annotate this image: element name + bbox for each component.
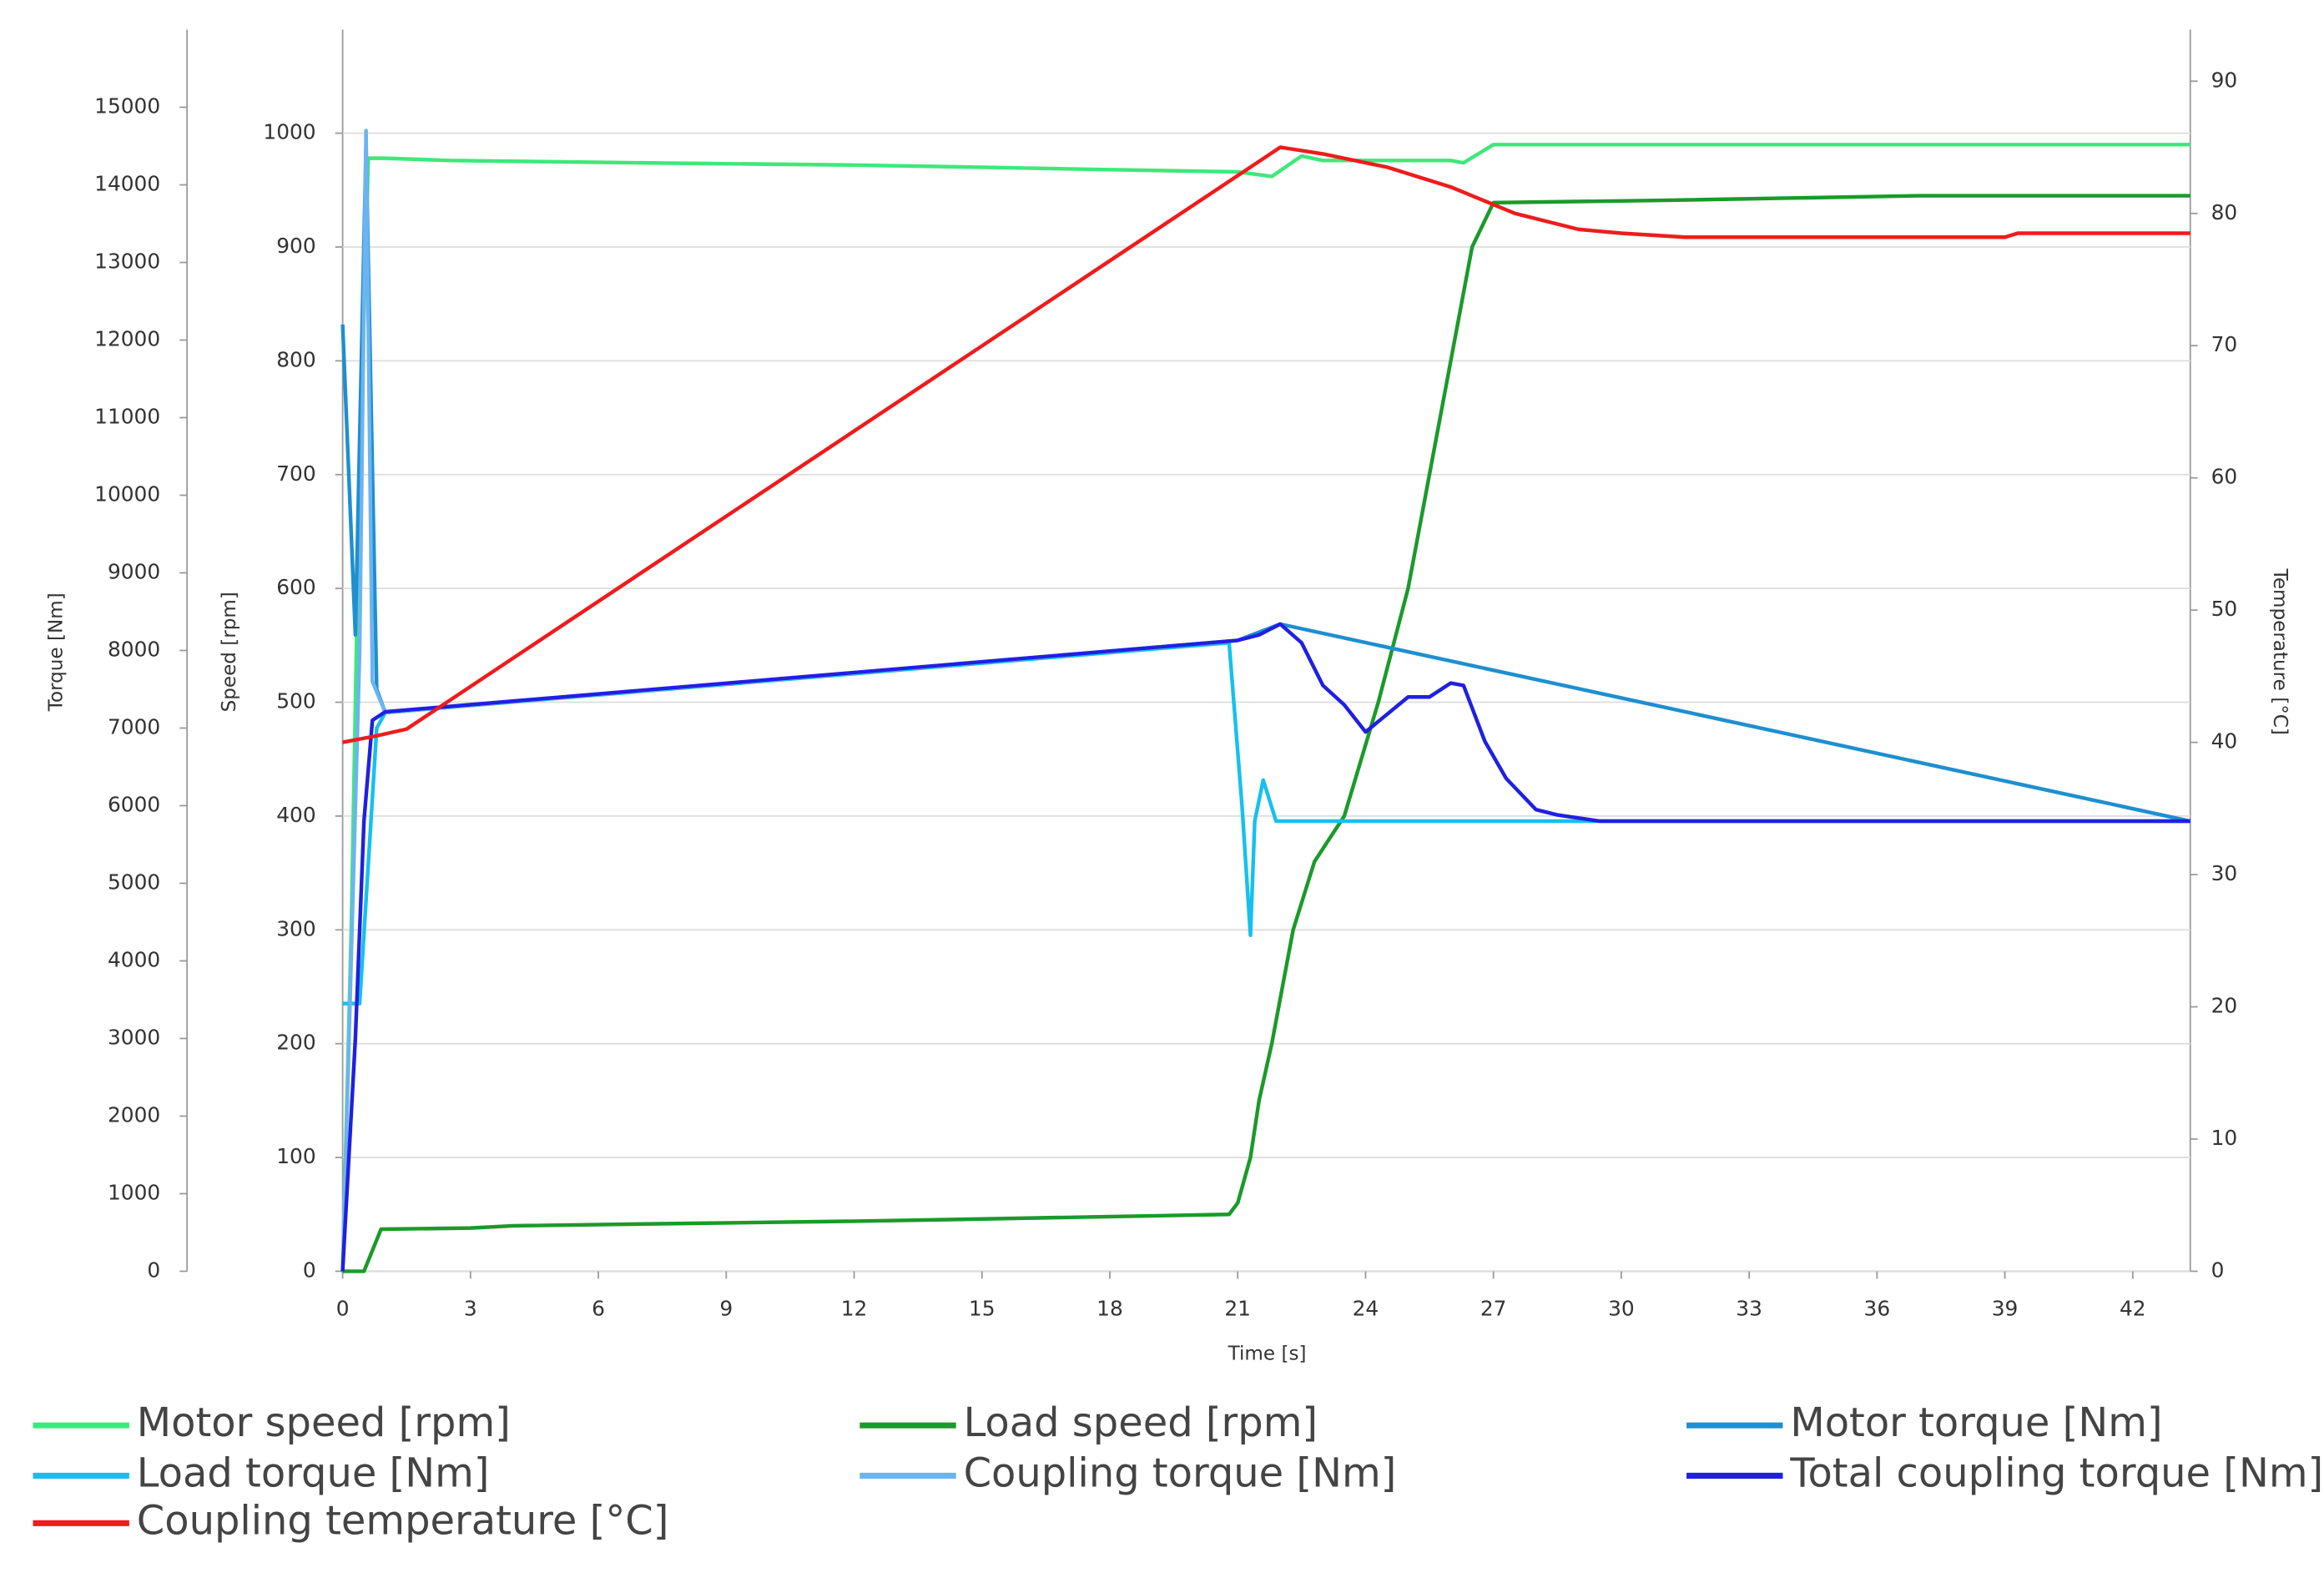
x-tick-label: 15 — [969, 1297, 996, 1321]
y-tick-label: 700 — [276, 461, 315, 486]
y3-tick-label: 10000 — [94, 481, 160, 506]
x-tick-label: 0 — [336, 1297, 350, 1321]
y-tick-label: 100 — [276, 1144, 315, 1168]
y-tick-label: 400 — [276, 803, 315, 827]
legend-label: Motor torque [Nm] — [1790, 1400, 2162, 1446]
y3-tick-label: 11000 — [94, 404, 160, 428]
x-tick-label: 39 — [1992, 1297, 2019, 1321]
legend-label: Coupling temperature [°C] — [137, 1498, 669, 1544]
y-tick-label: 600 — [276, 575, 315, 599]
plot — [340, 129, 2191, 1273]
y2-tick-label: 0 — [2211, 1258, 2225, 1282]
y2-tick-label: 60 — [2211, 465, 2238, 489]
y2-tick-label: 40 — [2211, 729, 2238, 754]
x-tick-label: 33 — [1736, 1297, 1762, 1321]
y3-tick-label: 9000 — [108, 559, 160, 583]
x-tick-label: 18 — [1096, 1297, 1123, 1321]
series-line — [342, 145, 2190, 744]
y3-tick-label: 4000 — [108, 947, 160, 971]
y2-tick-label: 80 — [2211, 200, 2238, 224]
y-tick-label: 300 — [276, 916, 315, 940]
y3-tick-label: 6000 — [108, 792, 160, 816]
x-tick-label: 36 — [1864, 1297, 1891, 1321]
series-line — [340, 622, 2190, 1272]
y2-tick-label: 50 — [2211, 597, 2238, 621]
y3-tick-label: 12000 — [94, 326, 160, 350]
y2-tick-label: 20 — [2211, 994, 2238, 1018]
y-tick-label: 500 — [276, 689, 315, 713]
x-tick-label: 24 — [1353, 1297, 1379, 1321]
y3-tick-label: 0 — [147, 1258, 160, 1282]
y3-tick-label: 13000 — [94, 250, 160, 274]
y-axis-label: Speed [rpm] — [219, 592, 240, 712]
x-tick-label: 9 — [719, 1297, 733, 1321]
y3-tick-label: 7000 — [108, 714, 160, 739]
y-tick-label: 900 — [276, 234, 315, 258]
y2-tick-label: 10 — [2211, 1126, 2238, 1150]
y-tick-label: 1000 — [263, 120, 315, 144]
y2-tick-label: 90 — [2211, 68, 2238, 92]
series-line — [342, 194, 2190, 1273]
x-tick-label: 30 — [1608, 1297, 1635, 1321]
x-tick-label: 12 — [841, 1297, 868, 1321]
y3-axis-label: Torque [Nm] — [45, 592, 67, 712]
y3-tick-label: 3000 — [108, 1025, 160, 1049]
y3-tick-label: 2000 — [108, 1102, 160, 1127]
y3-tick-label: 15000 — [94, 94, 160, 118]
legend-label: Load speed [rpm] — [964, 1400, 1318, 1446]
x-tick-label: 3 — [464, 1297, 477, 1321]
grid: 0100200300400500600700800900100001020304… — [94, 29, 2238, 1321]
y3-tick-label: 8000 — [108, 637, 160, 661]
y2-axis-label: Temperature [°C] — [2269, 568, 2291, 735]
legend: Motor speed [rpm] Load speed [rpm] Motor t… — [33, 1400, 2323, 1544]
x-tick-label: 6 — [592, 1297, 605, 1321]
legend-label: Motor speed [rpm] — [137, 1400, 511, 1446]
y3-tick-label: 14000 — [94, 172, 160, 196]
y-tick-label: 0 — [303, 1258, 316, 1282]
x-tick-label: 27 — [1480, 1297, 1507, 1321]
x-tick-label: 21 — [1224, 1297, 1251, 1321]
legend-label: Coupling torque [Nm] — [964, 1450, 1397, 1496]
y-tick-label: 200 — [276, 1031, 315, 1055]
y-tick-label: 800 — [276, 347, 315, 371]
y3-tick-label: 5000 — [108, 870, 160, 894]
y3-tick-label: 1000 — [108, 1180, 160, 1204]
y2-tick-label: 70 — [2211, 332, 2238, 356]
x-tick-label: 42 — [2120, 1297, 2146, 1321]
x-axis-label: Time [s] — [1228, 1343, 1307, 1364]
y2-tick-label: 30 — [2211, 861, 2238, 885]
series-line — [342, 641, 2190, 1006]
legend-label: Total coupling torque [Nm] — [1789, 1450, 2323, 1496]
legend-label: Load torque [Nm] — [137, 1450, 490, 1496]
